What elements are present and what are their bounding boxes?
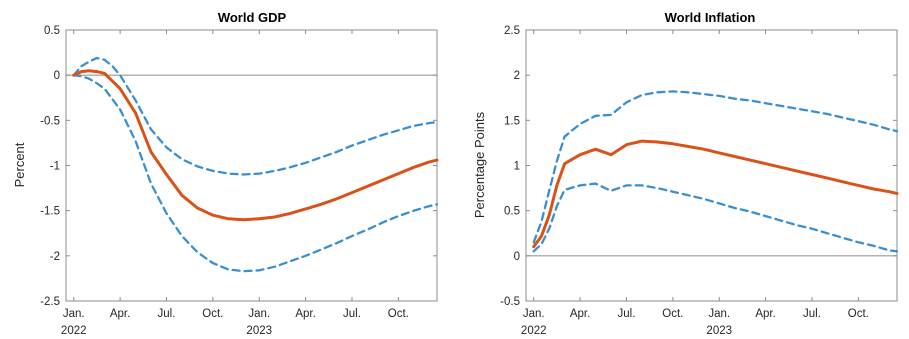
world-inflation-y-tick-label: 0.5 [504, 206, 520, 218]
world-gdp-x-tick-label: Jul. [158, 308, 176, 320]
world-gdp-panel: World GDP Percent 0.50-0.5-1-1.5-2-2.5Ja… [12, 10, 439, 337]
world-inflation-y-tick-label: 2 [514, 70, 520, 82]
world-gdp-y-tick-label: -1.5 [40, 206, 60, 218]
world-inflation-x-tick-label: Apr. [755, 308, 775, 320]
world-gdp-y-tick-label: 0.5 [44, 25, 60, 37]
world-inflation-central-line [532, 139, 899, 249]
world-gdp-y-tick-label: -2.5 [40, 296, 60, 308]
world-gdp-title: World GDP [218, 10, 287, 25]
world-gdp-x-tick-label: Jan. [63, 308, 85, 320]
world-gdp-y-tick-label: -1 [50, 161, 60, 173]
world-gdp-central-line [72, 69, 439, 222]
world-inflation-y-tick-label: 1.5 [504, 115, 520, 127]
world-gdp-x-tick-label: Jul. [343, 308, 361, 320]
world-inflation-title: World Inflation [665, 10, 756, 25]
world-inflation-y-tick-label: 1 [514, 161, 520, 173]
world-inflation-panel: World Inflation Percentage Points 2.5 2 1.… [472, 10, 899, 337]
world-gdp-y-tick-label: 0 [54, 70, 60, 82]
world-inflation-y-tick-label: 2.5 [504, 25, 520, 37]
world-gdp-x-year-label: 2022 [61, 325, 87, 337]
world-gdp-y-tick-label: -0.5 [40, 115, 60, 127]
world-gdp-x-tick-label: Jan. [248, 308, 270, 320]
world-gdp-lower-line [72, 74, 439, 273]
world-gdp-y-axis-label: Percent [12, 142, 27, 187]
world-gdp-x-tick-label: Apr. [110, 308, 130, 320]
world-inflation-x-tick-label: Jan. [708, 308, 730, 320]
world-inflation-x-tick-label: Jan. [523, 308, 545, 320]
world-inflation-x-tick-label: Jul. [803, 308, 821, 320]
world-inflation-x-tick-label: Oct. [848, 308, 869, 320]
world-inflation-y-tick-label: 0 [514, 251, 520, 263]
world-inflation-y-axis-label: Percentage Points [472, 111, 487, 218]
world-inflation-x-year-label: 2023 [706, 325, 732, 337]
world-inflation-x-year-label: 2022 [521, 325, 547, 337]
world-gdp-x-year-label: 2023 [246, 325, 272, 337]
world-gdp-x-tick-label: Apr. [295, 308, 315, 320]
world-gdp-x-tick-label: Oct. [202, 308, 223, 320]
world-gdp-upper-line [72, 56, 439, 176]
world-inflation-x-tick-label: Apr. [570, 308, 590, 320]
world-gdp-y-tick-label: -2 [50, 251, 60, 263]
world-inflation-lower-line [532, 182, 899, 253]
world-inflation-upper-line [532, 90, 899, 244]
world-inflation-y-tick-label: -0.5 [500, 296, 520, 308]
world-inflation-x-tick-label: Oct. [662, 308, 683, 320]
world-gdp-x-tick-label: Oct. [388, 308, 409, 320]
world-inflation-x-tick-label: Jul. [618, 308, 636, 320]
